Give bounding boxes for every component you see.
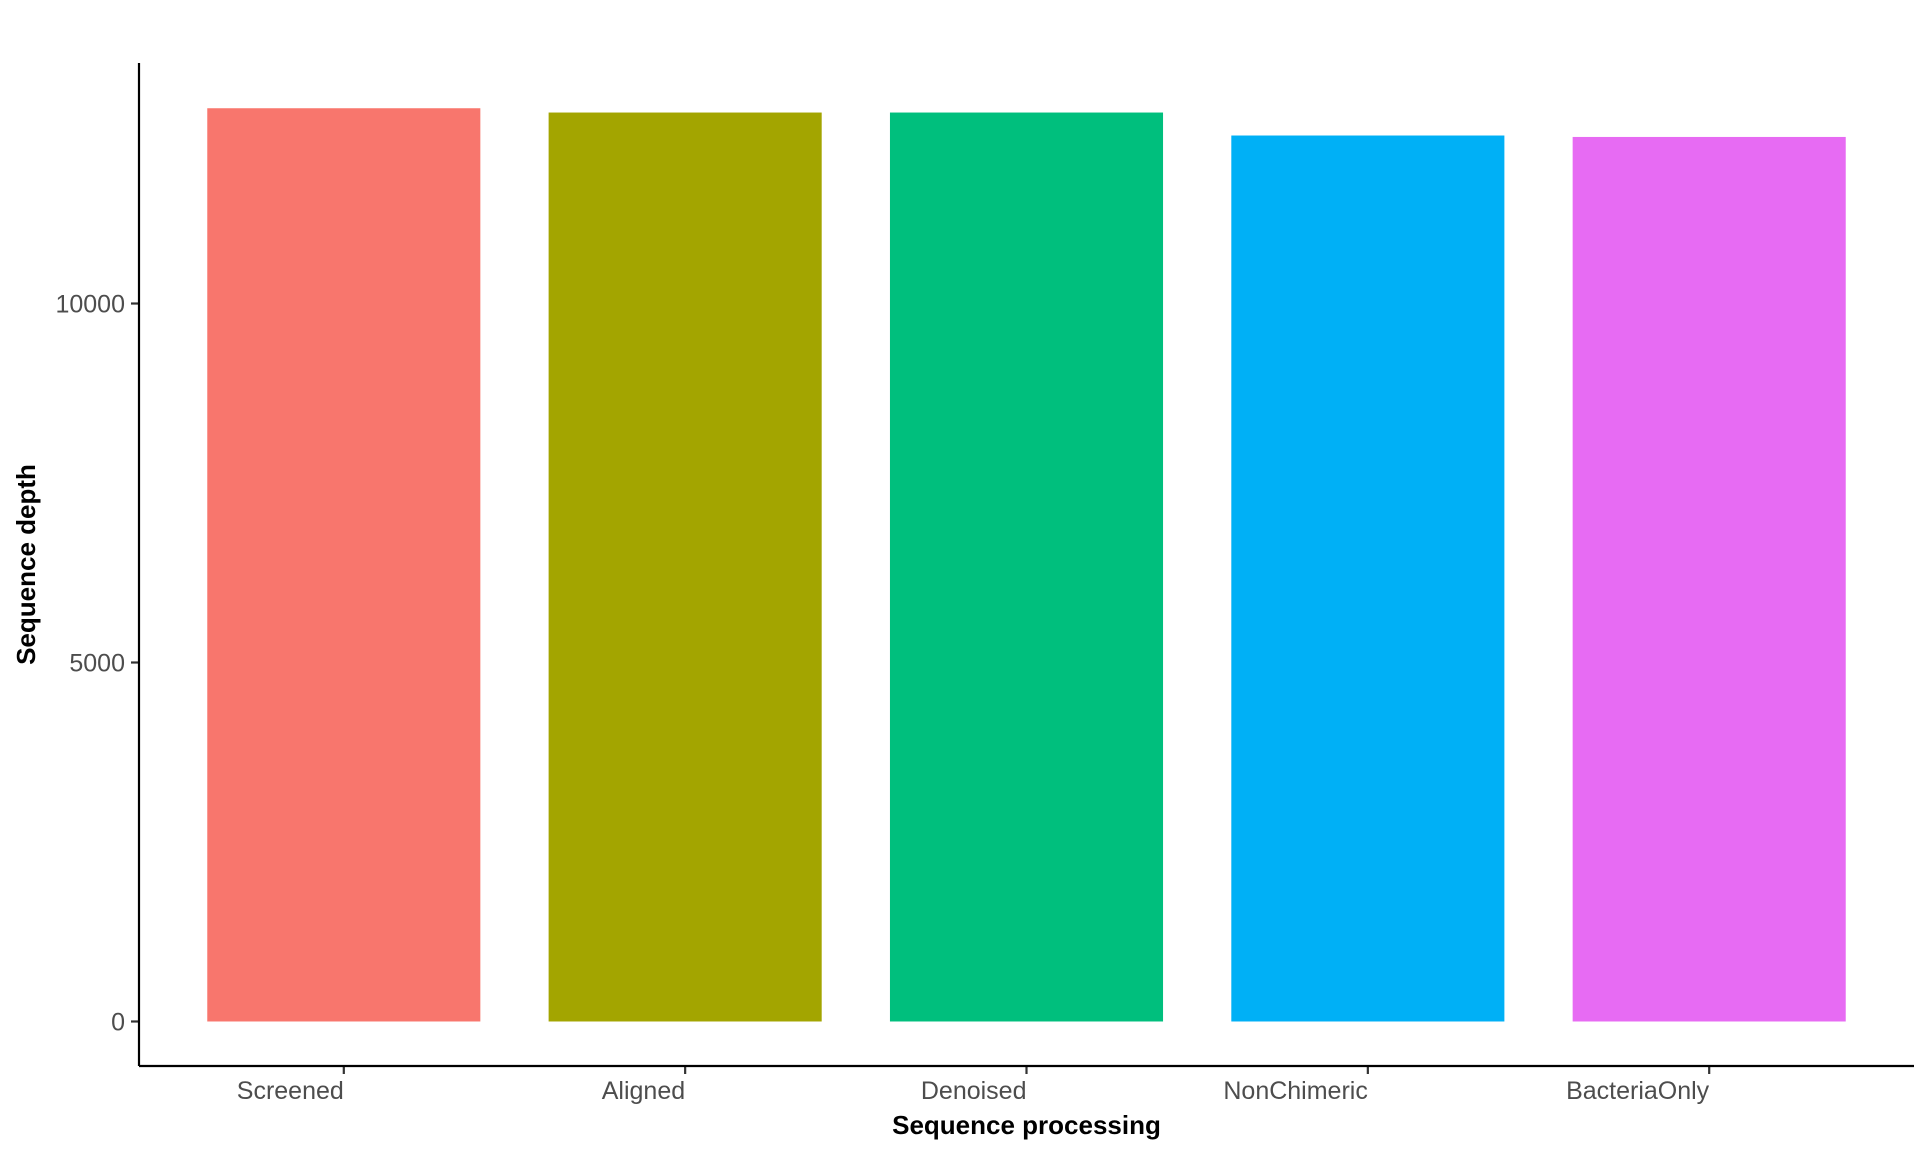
x-tick-label: BacteriaOnly bbox=[1566, 1077, 1710, 1105]
y-tick-label: 10000 bbox=[55, 291, 125, 319]
y-tick-label: 5000 bbox=[69, 650, 125, 678]
x-tick-label: NonChimeric bbox=[1223, 1077, 1367, 1105]
bar-bacteriaonly bbox=[1572, 136, 1846, 1022]
x-axis-title: Sequence processing bbox=[892, 1110, 1161, 1140]
y-axis-ticks: 0 5000 10000 bbox=[55, 291, 139, 1036]
bar-screened bbox=[207, 108, 481, 1022]
y-tick-label: 0 bbox=[111, 1008, 125, 1036]
bar-denoised bbox=[889, 112, 1164, 1022]
x-tick-label: Screened bbox=[237, 1077, 344, 1105]
y-axis-title: Sequence depth bbox=[11, 464, 41, 665]
bar-nonchimeric bbox=[1231, 135, 1505, 1022]
x-tick-label: Aligned bbox=[602, 1077, 685, 1105]
bar-aligned bbox=[548, 112, 822, 1022]
x-tick-label: Denoised bbox=[921, 1077, 1027, 1105]
bars-group bbox=[207, 108, 1846, 1022]
x-axis-ticks: Screened Aligned Denoised NonChimeric Bacter… bbox=[237, 1066, 1711, 1105]
